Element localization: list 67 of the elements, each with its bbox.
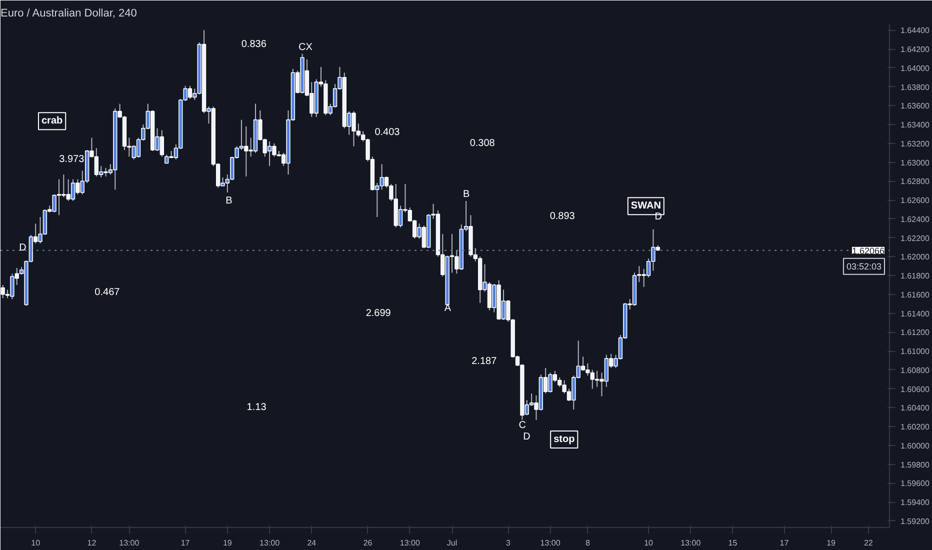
x-tick-label: 13:00: [260, 538, 280, 548]
y-tick-label: 1.59600: [900, 479, 930, 488]
annotation: B: [463, 189, 470, 200]
y-tick-label: 1.60400: [900, 404, 930, 413]
annotation: 1.13: [246, 402, 267, 413]
x-tick-label: 24: [307, 538, 317, 548]
y-tick-label: 1.62200: [900, 234, 930, 243]
annotation: D: [19, 242, 26, 254]
y-tick-label: 1.62000: [900, 252, 930, 262]
x-tick-label: 10: [31, 538, 41, 548]
y-tick-label: 1.60200: [900, 422, 930, 432]
annotation: C: [518, 420, 526, 431]
annotation: 0.467: [94, 287, 120, 298]
annotation: 3.973: [59, 154, 85, 165]
y-tick-label: 1.61200: [900, 328, 930, 338]
x-tick-label: 17: [180, 538, 190, 548]
y-tick-label: 1.62400: [900, 214, 930, 224]
y-tick-label: 1.63000: [900, 158, 930, 168]
annotation: crab: [42, 116, 63, 127]
y-tick-label: 1.64200: [900, 45, 930, 54]
x-tick-label: 13:00: [540, 538, 561, 548]
y-tick-label: 1.62600: [900, 196, 930, 206]
x-tick-label: 26: [363, 538, 373, 548]
x-tick-label: 8: [585, 538, 590, 548]
ref-line-label: 1.62066: [852, 246, 885, 256]
x-tick-label: 12: [87, 538, 97, 548]
y-tick-label: 1.60000: [900, 441, 930, 450]
x-tick-label: 22: [864, 538, 874, 548]
y-tick-label: 1.60600: [900, 384, 930, 394]
y-tick-label: 1.61400: [900, 309, 930, 318]
x-tick-label: 13:00: [680, 538, 702, 548]
annotation: 0.403: [374, 127, 400, 138]
annotation: 2.187: [472, 356, 498, 368]
annotation: D: [523, 431, 530, 442]
y-tick-label: 1.61000: [900, 347, 930, 356]
y-tick-label: 1.64400: [900, 26, 930, 36]
y-tick-label: 1.63800: [900, 82, 930, 92]
annotation: 2.699: [366, 308, 392, 320]
x-tick-label: Jul: [446, 538, 458, 548]
x-tick-label: 3: [506, 538, 511, 548]
annotation: SWAN: [630, 200, 661, 212]
annotation: stop: [554, 434, 575, 445]
annotation: 0.836: [241, 39, 267, 50]
x-tick-label: 13:00: [119, 538, 140, 548]
y-tick-label: 1.61600: [900, 290, 930, 300]
annotation: 03:52:03: [846, 261, 882, 272]
y-tick-label: 1.63200: [900, 139, 930, 148]
y-tick-label: 1.63400: [900, 120, 930, 130]
y-tick-label: 1.61800: [900, 272, 930, 281]
x-tick-label: 19: [222, 538, 232, 548]
x-tick-label: 10: [644, 538, 654, 548]
chart-title: Euro / Australian Dollar, 240: [0, 8, 137, 20]
x-tick-label: 17: [780, 538, 790, 548]
annotation: B: [226, 196, 233, 207]
y-tick-label: 1.60800: [900, 366, 930, 375]
y-tick-label: 1.64000: [900, 64, 930, 73]
x-tick-label: 15: [728, 538, 738, 548]
x-tick-label: 13:00: [400, 538, 420, 548]
y-tick-label: 1.59800: [900, 460, 930, 470]
annotation: 0.308: [470, 138, 496, 150]
annotation: 0.893: [550, 211, 576, 222]
y-tick-label: 1.62800: [900, 177, 930, 186]
annotation: CX: [298, 42, 313, 54]
x-tick-label: 19: [826, 538, 836, 548]
y-tick-label: 1.63600: [900, 102, 930, 111]
y-tick-label: 1.59200: [900, 516, 930, 526]
y-tick-label: 1.59400: [900, 498, 930, 508]
